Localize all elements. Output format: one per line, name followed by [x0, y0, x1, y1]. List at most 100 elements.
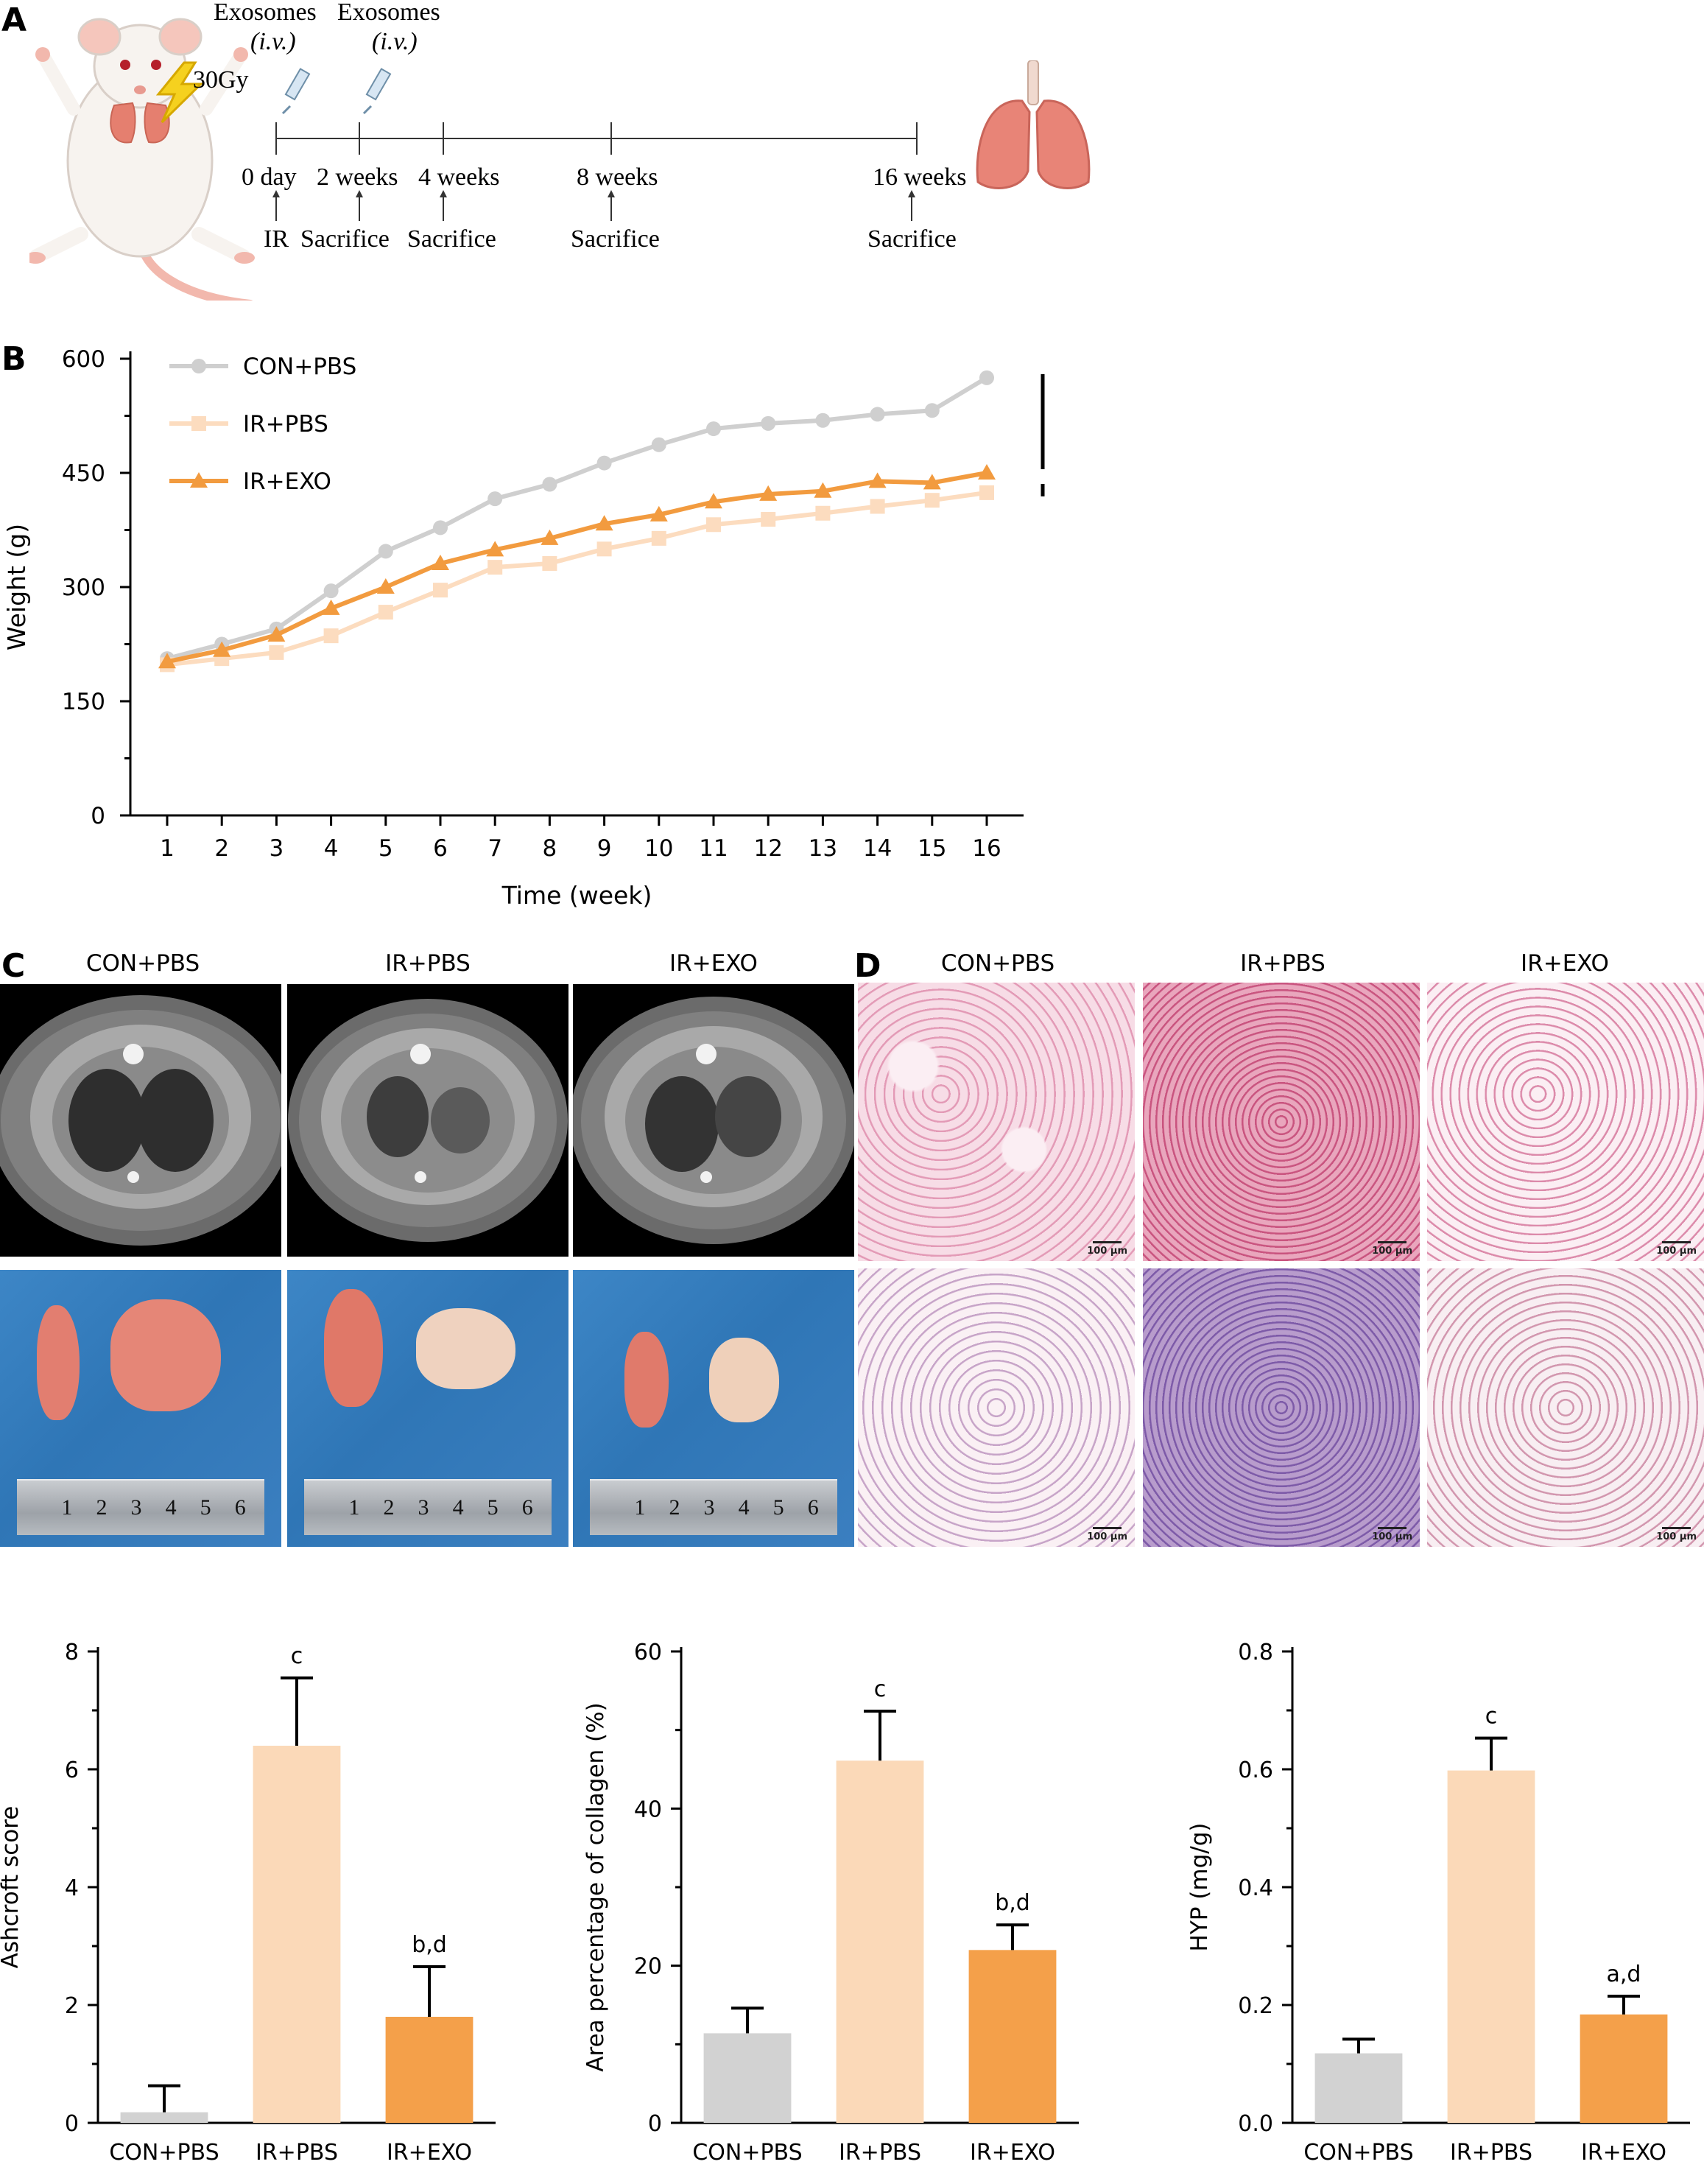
ashcroft-bar-chart: 0 2 4 6 8 Ashcroft score CON+PBS c IR+PBS b,d IR+E… [0, 1640, 496, 2166]
legend-marker [191, 416, 206, 431]
bar [1580, 2014, 1668, 2123]
collagen-bar-chart: 0 20 40 60 Area percentage of collagen (%) CO… [582, 1640, 1079, 2166]
data-point [815, 505, 831, 521]
bar [253, 1746, 341, 2123]
x-axis-label: Time (week) [501, 881, 652, 910]
syringe-icon [281, 68, 311, 115]
ruler-number: 6 [521, 1495, 533, 1520]
dose-label: 30Gy [193, 66, 249, 94]
lungs-illustration [976, 60, 1091, 189]
x-tick-label: 5 [379, 835, 393, 862]
data-point [924, 403, 940, 418]
y-tick-label: 40 [634, 1797, 662, 1822]
data-point [378, 544, 393, 559]
bar [385, 2017, 473, 2123]
y-tick-label: 450 [62, 460, 105, 487]
ct-group-irpbs: IR+PBS [385, 950, 471, 977]
data-point [706, 517, 721, 533]
injection-1-route: (i.v.) [250, 28, 296, 55]
weight-chart: 0 150 300 450 600 1 2 3 4 5 6 7 8 9 10 11 12 13 14 15 16 Time… [0, 343, 1094, 924]
event-2: Sacrifice [407, 225, 496, 253]
data-point [705, 493, 722, 509]
ruler-number: 4 [452, 1495, 464, 1520]
ruler-number: 5 [200, 1495, 211, 1520]
rat-illustration [29, 18, 255, 301]
ruler-number: 1 [348, 1495, 360, 1520]
data-point [542, 555, 557, 571]
data-point [979, 485, 994, 500]
data-point [486, 541, 504, 557]
x-tick-label: 16 [972, 835, 1001, 862]
data-point [651, 437, 666, 452]
data-point [870, 499, 885, 514]
masson-stain-irexo: 100 μm [1427, 1268, 1704, 1547]
data-point [923, 474, 941, 490]
y-tick-label: 0 [648, 2111, 662, 2137]
bar [1314, 2053, 1403, 2123]
bar [836, 1760, 924, 2123]
data-point [979, 370, 994, 385]
timepoint-3: 8 weeks [577, 164, 658, 191]
data-point [595, 515, 613, 531]
x-tick-label: 1 [160, 835, 175, 862]
significance-label: c [874, 1676, 887, 1702]
x-tick-label: 2 [214, 835, 229, 862]
y-tick-label: 0.8 [1238, 1640, 1273, 1665]
data-point [322, 599, 340, 615]
y-tick-label: 0.0 [1238, 2111, 1273, 2137]
lung-lobe-right [110, 1299, 221, 1411]
significance-label: b,d [995, 1890, 1030, 1916]
injection-2-label: Exosomes [337, 0, 440, 26]
ruler-number: 5 [772, 1495, 784, 1520]
y-tick-label: 0.6 [1238, 1758, 1273, 1783]
significance-label: c [291, 1643, 303, 1669]
x-tick-label: 7 [487, 835, 502, 862]
x-tick-label: IR+EXO [1581, 2140, 1666, 2166]
ruler-number: 4 [738, 1495, 750, 1520]
data-point [868, 472, 887, 488]
x-tick-label: IR+PBS [256, 2140, 338, 2166]
scale-bar: 100 μm [1087, 1241, 1127, 1257]
gross-lung-con: 1 2 3 4 5 6 [0, 1270, 281, 1547]
lung-lobe-right [416, 1308, 515, 1389]
injection-2-route: (i.v.) [372, 28, 418, 55]
lightning-icon [155, 61, 204, 124]
data-point [433, 520, 448, 536]
scale-bar: 100 μm [1372, 1241, 1412, 1257]
series-line [166, 490, 987, 667]
y-axis-label: Ashcroft score [0, 1806, 24, 1969]
ruler-number: 1 [61, 1495, 73, 1520]
x-tick-label: 15 [918, 835, 946, 862]
legend-label: IR+PBS [243, 411, 328, 438]
data-point [541, 529, 559, 545]
data-point [378, 605, 393, 620]
ruler-number: 6 [234, 1495, 246, 1520]
y-tick-label: 0.2 [1238, 1993, 1273, 2019]
y-tick-label: 300 [62, 575, 105, 601]
timeline-axis [272, 122, 918, 221]
x-tick-label: CON+PBS [109, 2140, 219, 2166]
data-point [376, 578, 395, 594]
data-point [761, 415, 776, 431]
x-tick-label: 13 [809, 835, 837, 862]
ct-image-irpbs [287, 984, 568, 1257]
histo-group-irexo: IR+EXO [1521, 950, 1609, 977]
ct-image-irexo [573, 984, 854, 1257]
event-0: IR [264, 225, 289, 253]
y-axis-label: Weight (g) [2, 524, 31, 650]
scale-bar: 100 μm [1656, 1241, 1697, 1257]
x-tick-label: IR+PBS [1450, 2140, 1532, 2166]
ruler-number: 2 [669, 1495, 680, 1520]
data-point [649, 505, 668, 522]
data-point [815, 412, 831, 428]
data-point [761, 512, 776, 527]
timepoint-1: 2 weeks [317, 164, 398, 191]
timepoint-0: 0 day [242, 164, 297, 191]
data-point [651, 530, 666, 546]
x-tick-label: 3 [270, 835, 284, 862]
hyp-bar-chart: 0.0 0.2 0.4 0.6 0.8 HYP (mg/g) CON+PBS c IR+PBS a… [1186, 1640, 1690, 2166]
legend-marker [191, 359, 206, 373]
series-line [166, 376, 988, 661]
masson-stain-con: 100 μm [858, 1268, 1135, 1547]
